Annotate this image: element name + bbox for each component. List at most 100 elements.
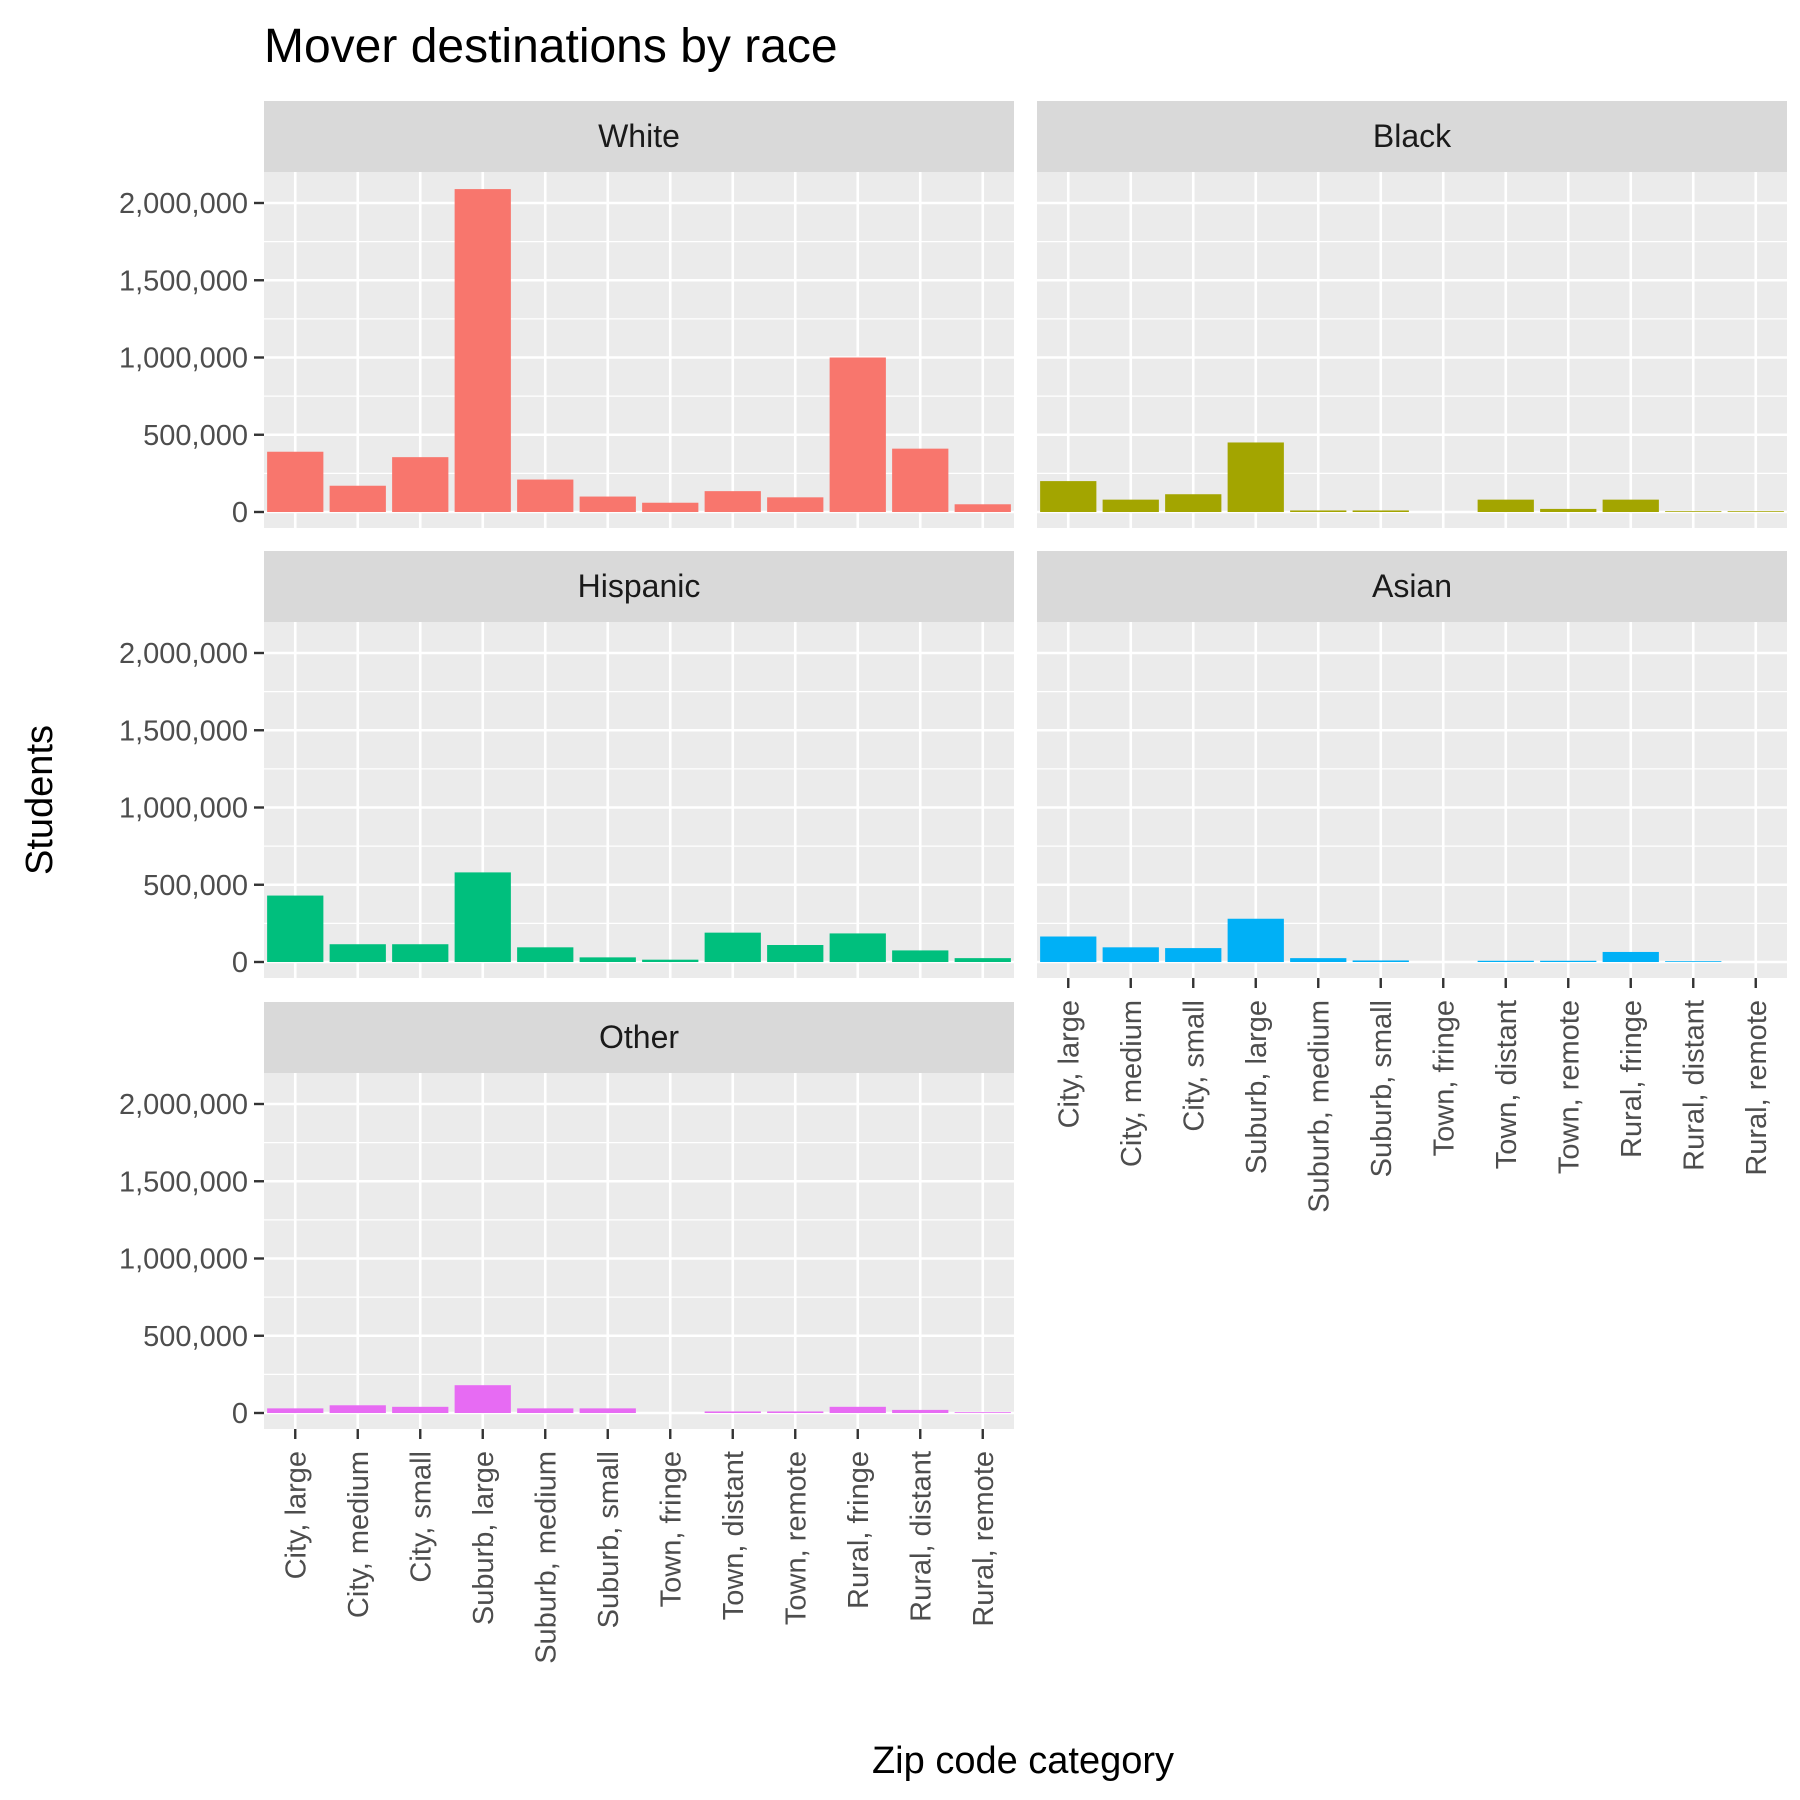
- bar-black-suburb-small: [1352, 510, 1409, 512]
- bar-black-rural-fringe: [1602, 499, 1659, 512]
- strip-other: [264, 1002, 1014, 1073]
- panel-background: [1037, 172, 1787, 528]
- x-tick-label-suburb-medium: Suburb, medium: [530, 1451, 562, 1664]
- bar-hispanic-rural-fringe: [829, 933, 886, 962]
- bar-black-town-distant: [1477, 499, 1534, 512]
- y-tick-label: 500,000: [143, 420, 248, 452]
- bar-white-suburb-large: [454, 189, 511, 512]
- bar-white-city-small: [392, 457, 449, 512]
- x-tick-label-rural-remote: Rural, remote: [968, 1451, 1000, 1627]
- bar-asian-suburb-large: [1227, 918, 1284, 962]
- x-tick-label-rural-fringe: Rural, fringe: [1616, 1000, 1648, 1158]
- y-tick-label: 0: [232, 947, 248, 979]
- x-tick-label-town-fringe: Town, fringe: [1428, 1000, 1460, 1156]
- bar-other-suburb-large: [454, 1385, 511, 1413]
- bar-hispanic-suburb-small: [579, 957, 636, 962]
- panel-background: [264, 622, 1014, 978]
- chart-title: Mover destinations by race: [264, 20, 838, 73]
- x-tick-label-town-distant: Town, distant: [718, 1451, 750, 1620]
- bar-other-suburb-small: [579, 1408, 636, 1413]
- y-tick-label: 500,000: [143, 1321, 248, 1353]
- bar-asian-rural-fringe: [1602, 951, 1659, 962]
- bar-white-suburb-small: [579, 496, 636, 512]
- strip-label-white: White: [598, 118, 680, 154]
- y-tick-label: 2,000,000: [119, 1089, 248, 1121]
- strip-label-hispanic: Hispanic: [578, 568, 701, 604]
- bar-hispanic-city-small: [392, 944, 449, 962]
- bar-white-suburb-medium: [517, 479, 574, 512]
- x-tick-label-town-remote: Town, remote: [1553, 1000, 1585, 1174]
- bar-other-rural-remote: [954, 1412, 1011, 1413]
- bar-hispanic-rural-distant: [892, 950, 949, 962]
- bar-other-rural-distant: [892, 1409, 949, 1413]
- x-tick-label-city-small: City, small: [405, 1451, 437, 1583]
- y-axis-title: Students: [19, 725, 61, 875]
- strip-label-asian: Asian: [1372, 568, 1452, 604]
- y-tick-label: 1,500,000: [119, 265, 248, 297]
- x-tick-label-town-distant: Town, distant: [1491, 1000, 1523, 1169]
- bar-white-rural-distant: [892, 448, 949, 512]
- bar-other-town-distant: [704, 1411, 761, 1413]
- bar-asian-suburb-small: [1352, 960, 1409, 962]
- bar-hispanic-rural-remote: [954, 958, 1011, 962]
- bar-black-city-large: [1040, 481, 1097, 512]
- x-tick-label-rural-remote: Rural, remote: [1741, 1000, 1773, 1176]
- panel-background: [1037, 622, 1787, 978]
- bar-white-city-medium: [329, 485, 386, 512]
- x-tick-label-suburb-large: Suburb, large: [468, 1451, 500, 1625]
- bar-hispanic-suburb-medium: [517, 947, 574, 962]
- x-tick-label-rural-distant: Rural, distant: [1678, 1000, 1710, 1171]
- bar-white-town-fringe: [642, 502, 699, 512]
- bar-black-town-remote: [1540, 508, 1597, 512]
- bar-other-city-medium: [329, 1405, 386, 1413]
- bar-black-rural-remote: [1727, 511, 1784, 512]
- panel-background: [264, 1073, 1014, 1429]
- bar-black-city-medium: [1102, 499, 1159, 512]
- strip-asian: [1037, 551, 1787, 622]
- facet-panels: White 0 500,000 1,000,000 1,500,000 2,000,000…: [119, 101, 1787, 1664]
- y-tick-label: 1,500,000: [119, 1166, 248, 1198]
- x-tick-label-rural-fringe: Rural, fringe: [843, 1451, 875, 1609]
- panel-asian: Asian City, large City, medium City, small S…: [1037, 551, 1787, 1213]
- bar-other-rural-fringe: [829, 1406, 886, 1413]
- bar-hispanic-city-large: [267, 895, 324, 962]
- x-tick-label-city-medium: City, medium: [343, 1451, 375, 1618]
- bar-other-city-small: [392, 1406, 449, 1413]
- x-tick-label-city-small: City, small: [1178, 1000, 1210, 1132]
- strip-black: [1037, 101, 1787, 172]
- x-axis-title: Zip code category: [872, 1740, 1174, 1782]
- y-tick-label: 0: [232, 1398, 248, 1430]
- y-tick-label: 0: [232, 497, 248, 529]
- y-tick-label: 1,500,000: [119, 715, 248, 747]
- bar-asian-suburb-medium: [1290, 958, 1347, 962]
- panel-background: [264, 172, 1014, 528]
- bar-asian-city-medium: [1102, 947, 1159, 962]
- y-tick-label: 500,000: [143, 870, 248, 902]
- x-tick-label-town-fringe: Town, fringe: [655, 1451, 687, 1607]
- x-tick-label-city-large: City, large: [1053, 1000, 1085, 1128]
- x-tick-label-town-remote: Town, remote: [780, 1451, 812, 1625]
- bar-other-town-remote: [767, 1411, 824, 1413]
- bar-asian-city-small: [1165, 948, 1222, 962]
- y-tick-label: 1,000,000: [119, 1244, 248, 1276]
- x-tick-label-city-large: City, large: [280, 1451, 312, 1579]
- y-tick-label: 1,000,000: [119, 793, 248, 825]
- y-tick-label: 2,000,000: [119, 188, 248, 220]
- bar-white-rural-remote: [954, 504, 1011, 512]
- bar-asian-city-large: [1040, 936, 1097, 962]
- bar-asian-town-distant: [1477, 960, 1534, 962]
- bar-hispanic-town-distant: [704, 932, 761, 962]
- x-tick-label-city-medium: City, medium: [1116, 1000, 1148, 1167]
- bar-black-suburb-large: [1227, 442, 1284, 512]
- x-tick-label-rural-distant: Rural, distant: [905, 1451, 937, 1622]
- y-tick-label: 1,000,000: [119, 343, 248, 375]
- bar-hispanic-town-remote: [767, 945, 824, 962]
- panel-white: White 0 500,000 1,000,000 1,500,000 2,000,000: [119, 101, 1014, 529]
- strip-white: [264, 101, 1014, 172]
- bar-black-city-small: [1165, 494, 1222, 512]
- bar-white-city-large: [267, 451, 324, 512]
- strip-label-other: Other: [599, 1019, 679, 1055]
- y-tick-label: 2,000,000: [119, 638, 248, 670]
